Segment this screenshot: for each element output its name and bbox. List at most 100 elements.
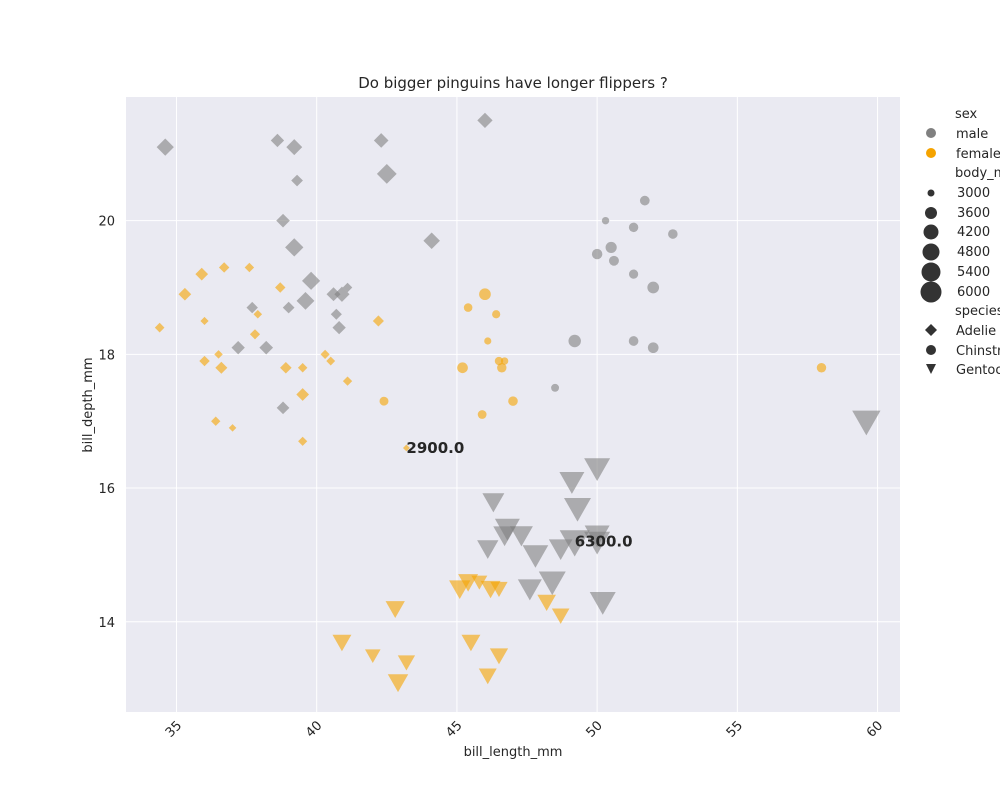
legend-size-5400-label: 5400 — [957, 265, 990, 280]
data-point-gentoo — [477, 540, 499, 559]
data-point-chinstrap — [484, 337, 492, 345]
data-point-adelie — [326, 287, 341, 302]
data-point-gentoo — [584, 531, 611, 555]
data-point-gentoo — [537, 594, 556, 612]
data-point-adelie — [291, 174, 303, 187]
x-tick-label: 40 — [303, 718, 325, 740]
data-point-adelie — [253, 310, 263, 319]
legend-adelie-marker — [925, 324, 937, 336]
y-tick-label: 20 — [98, 215, 115, 230]
data-point-chinstrap — [497, 363, 507, 373]
data-point-chinstrap — [591, 248, 603, 260]
data-point-adelie — [156, 138, 174, 156]
data-point-gentoo — [385, 601, 405, 619]
legend-adelie-label: Adelie — [956, 324, 996, 339]
chart-title: Do bigger pinguins have longer flippers … — [358, 74, 668, 92]
data-point-adelie — [249, 329, 261, 340]
y-tick-label: 16 — [98, 482, 115, 497]
data-point-chinstrap — [639, 195, 650, 206]
legend-chinstrap-marker — [926, 345, 936, 355]
legend-size-3000-marker — [927, 189, 935, 197]
x-axis-label: bill_length_mm — [464, 745, 563, 760]
data-point-gentoo — [509, 526, 533, 547]
data-point-adelie — [244, 262, 255, 273]
data-point-chinstrap — [628, 222, 639, 233]
data-point-adelie — [214, 350, 223, 359]
data-point-adelie — [296, 291, 315, 310]
data-point-gentoo — [364, 649, 381, 663]
legend-size-3600-label: 3600 — [957, 206, 990, 221]
data-point-gentoo — [559, 530, 590, 557]
data-point-chinstrap — [629, 269, 639, 279]
data-point-adelie — [280, 361, 292, 374]
data-point-adelie — [231, 341, 245, 355]
data-point-adelie — [372, 315, 384, 327]
data-point-chinstrap — [601, 216, 610, 225]
legend-female-marker — [926, 148, 936, 158]
legend-chinstrap-label: Chinstrap — [956, 344, 1000, 359]
data-point-gentoo — [852, 410, 881, 436]
data-point-adelie — [215, 361, 228, 374]
data-point-adelie — [376, 163, 397, 184]
annotation-label: 6300.0 — [575, 533, 633, 551]
grid-lines — [126, 97, 900, 712]
data-point-adelie — [330, 308, 342, 320]
data-point-adelie — [211, 416, 221, 426]
y-tick-label: 14 — [98, 616, 115, 631]
data-point-adelie — [154, 322, 165, 333]
annotations: 2900.0 6300.0 — [406, 439, 632, 551]
data-point-adelie — [326, 356, 336, 366]
data-point-adelie — [199, 355, 210, 367]
data-point-adelie — [423, 232, 440, 249]
legend-size-6000-marker — [920, 281, 942, 303]
legend-species-title: species — [955, 304, 1000, 319]
data-point-adelie — [332, 320, 346, 335]
y-axis-label: bill_depth_mm — [81, 357, 96, 452]
data-point-gentoo — [564, 497, 591, 522]
legend-male-label: male — [956, 127, 988, 142]
data-point-chinstrap — [492, 310, 501, 319]
y-tick-labels: 14 16 18 20 — [98, 215, 115, 631]
annotation-label: 2900.0 — [406, 439, 464, 457]
data-point-gentoo — [522, 545, 549, 568]
legend-size-6000-label: 6000 — [957, 285, 990, 300]
data-point-gentoo — [449, 580, 471, 599]
data-point-adelie — [195, 267, 209, 281]
legend-gentoo-label: Gentoo — [956, 363, 1000, 378]
legend-size-4200-label: 4200 — [957, 225, 990, 240]
data-point-chinstrap — [568, 334, 581, 348]
data-point-gentoo — [589, 591, 616, 615]
data-point-chinstrap — [647, 281, 660, 294]
legend: sex male female body_mass_g 3000 3600 42… — [920, 107, 1000, 378]
data-point-adelie — [297, 362, 308, 373]
legend-gentoo-marker — [926, 364, 936, 374]
data-point-chinstrap — [816, 363, 827, 373]
data-point-chinstrap — [668, 229, 678, 239]
legend-size-5400-marker — [921, 262, 941, 282]
data-point-adelie — [275, 282, 286, 293]
data-point-adelie — [477, 112, 493, 129]
legend-size-4200-marker — [923, 224, 939, 240]
legend-size-3600-marker — [925, 207, 937, 219]
data-point-gentoo — [478, 668, 497, 685]
x-tick-label: 60 — [864, 718, 886, 740]
data-point-gentoo — [397, 655, 416, 671]
data-point-gentoo — [493, 526, 516, 547]
x-tick-labels: 35 40 45 50 55 60 — [163, 718, 886, 740]
data-point-gentoo — [471, 575, 488, 590]
data-point-adelie — [228, 424, 237, 432]
data-point-chinstrap — [379, 396, 389, 406]
data-point-adelie — [373, 133, 389, 148]
x-tick-label: 35 — [163, 718, 185, 740]
data-point-chinstrap — [479, 288, 491, 301]
x-tick-label: 45 — [443, 718, 465, 740]
data-point-adelie — [276, 213, 290, 228]
data-point-adelie — [298, 436, 308, 446]
legend-female-label: female — [956, 147, 1000, 162]
legend-male-marker — [926, 128, 936, 138]
data-point-chinstrap — [647, 342, 659, 354]
data-point-adelie — [342, 282, 353, 293]
data-point-adelie — [200, 316, 209, 326]
data-point-adelie — [246, 301, 258, 314]
data-point-chinstrap — [608, 255, 619, 266]
